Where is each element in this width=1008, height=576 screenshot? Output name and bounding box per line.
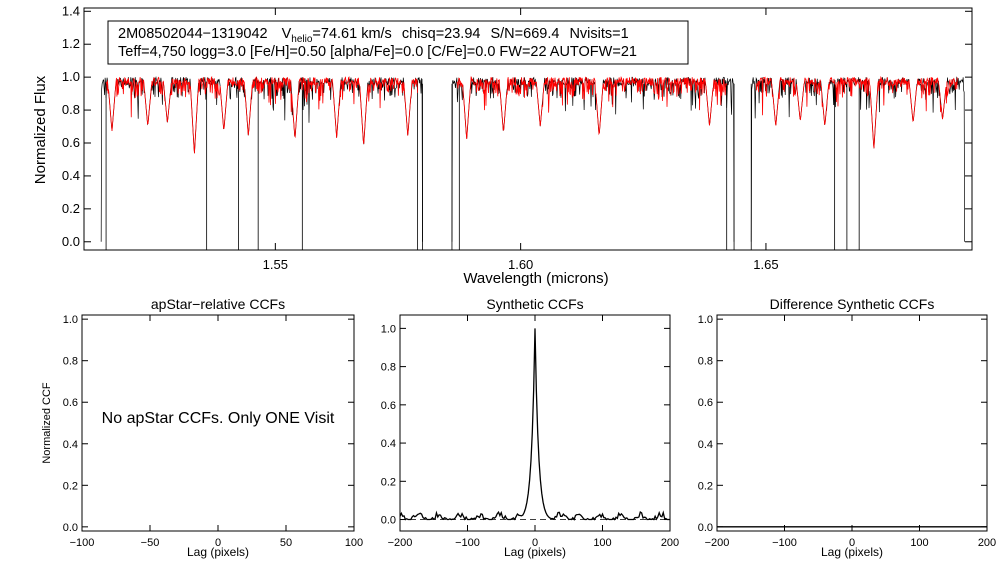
- synthetic-ccf-xtick-label: 100: [593, 537, 611, 549]
- synthetic-ccf-ytick-label: 0.6: [381, 400, 396, 412]
- spectrum-ytick-label: 0.8: [62, 102, 80, 117]
- info-params: Teff=4,750 logg=3.0 [Fe/H]=0.50 [alpha/F…: [118, 44, 637, 60]
- spectrum-ytick-label: 0.4: [62, 168, 80, 183]
- synthetic-ccf-xtick-label: 200: [661, 537, 679, 549]
- apstar-ccf-xtick-label: 0: [215, 537, 221, 549]
- info-vhelio: =74.61 km/s: [312, 26, 391, 42]
- difference-ccf-x-label: Lag (pixels): [821, 545, 883, 559]
- synthetic-ccf-ticks: −200 −100 0 100 200 0.0 0.2 0.4 0.6 0.8 1.0: [381, 315, 679, 549]
- spectrum-info-box: [107, 20, 689, 65]
- difference-ccf-ytick-label: 0.8: [698, 356, 713, 368]
- difference-ccf-ytick-label: 0.4: [698, 439, 713, 451]
- difference-ccf-xtick-label: 200: [978, 537, 996, 549]
- synthetic-ccf-xtick-label: −200: [388, 537, 413, 549]
- spectrum-xtick-label: 1.60: [508, 257, 533, 272]
- spectrum-ytick-label: 0.6: [62, 135, 80, 150]
- apstar-ccf-ytick-label: 0.8: [63, 356, 78, 368]
- synthetic-ccf-series: [399, 328, 670, 521]
- apstar-ccf-ytick-label: 0.0: [63, 522, 78, 534]
- synthetic-ccf-ytick-label: 0.8: [381, 362, 396, 374]
- model-spectrum-line: [755, 75, 958, 149]
- model-spectrum-line: [105, 75, 419, 154]
- difference-ccf-ytick-label: 1.0: [698, 314, 713, 326]
- spectrum-xtick-label: 1.65: [753, 257, 778, 272]
- spectrum-xtick-label: 1.55: [263, 257, 288, 272]
- spectrum-panel: 1.55 1.60 1.65 0.0 0.2 0.4 0.6 0.8 1.0 1.2 1.4 2M0…: [32, 3, 973, 287]
- synthetic-ccf-panel: −200 −100 0 100 200 0.0 0.2 0.4 0.6 0.8 1.0 Synthe…: [381, 296, 679, 559]
- apstar-ccf-ytick-label: 0.6: [63, 397, 78, 409]
- spectrum-ytick-label: 1.0: [62, 69, 80, 84]
- difference-ccf-title: Difference Synthetic CCFs: [770, 296, 935, 312]
- info-object: 2M08502044−1319042: [118, 26, 268, 42]
- model-spectrum-line: [456, 75, 728, 139]
- difference-ccf-xtick-label: 100: [910, 537, 928, 549]
- spectrum-plot-frame: [83, 7, 973, 251]
- difference-ccf-ytick-label: 0.2: [698, 480, 713, 492]
- observed-spectrum-line: [100, 76, 423, 242]
- apstar-ccf-y-label: Normalized CCF: [41, 382, 53, 464]
- difference-ccf-ytick-label: 0.0: [698, 522, 713, 534]
- apstar-ccf-xtick-label: −50: [141, 537, 160, 549]
- difference-ccf-panel: −200 −100 0 100 200 0.0 0.2 0.4 0.6 0.8 1.0 Differ…: [698, 296, 996, 559]
- synthetic-ccf-x-label: Lag (pixels): [504, 545, 566, 559]
- apstar-ccf-ytick-label: 1.0: [63, 314, 78, 326]
- apstar-ccf-x-label: Lag (pixels): [187, 545, 249, 559]
- difference-ccf-xtick-label: −200: [705, 537, 730, 549]
- observed-spectrum-line: [750, 76, 965, 242]
- info-v-sub: helio: [291, 34, 313, 45]
- apstar-ccf-xtick-label: 100: [345, 537, 363, 549]
- synthetic-ccf-xtick-label: 0: [532, 537, 538, 549]
- spectrum-y-label: Normalized Flux: [32, 75, 49, 184]
- apstar-ccf-ticks: −100 −50 0 50 100 0.0 0.2 0.4 0.6 0.8 1.0: [63, 314, 363, 549]
- synthetic-ccf-ytick-label: 0.4: [381, 438, 396, 450]
- spectrum-x-label: Wavelength (microns): [463, 270, 608, 287]
- spectrum-ytick-label: 0.2: [62, 201, 80, 216]
- spectrum-ticks: 1.55 1.60 1.65 0.0 0.2 0.4 0.6 0.8 1.0 1.2 1.4: [62, 3, 972, 272]
- synthetic-ccf-xtick-label: −100: [455, 537, 480, 549]
- difference-ccf-ticks: −200 −100 0 100 200 0.0 0.2 0.4 0.6 0.8 1.0: [698, 314, 996, 549]
- info-nvisits: Nvisits=1: [569, 26, 628, 42]
- synthetic-ccf-title: Synthetic CCFs: [486, 296, 583, 312]
- spectrum-ytick-label: 1.2: [62, 36, 80, 51]
- synthetic-ccf-ytick-label: 1.0: [381, 323, 396, 335]
- spectrum-ytick-label: 0.0: [62, 234, 80, 249]
- synthetic-ccf-ytick-label: 0.0: [381, 515, 396, 527]
- difference-ccf-ytick-label: 0.6: [698, 397, 713, 409]
- info-chisq: chisq=23.94: [402, 26, 481, 42]
- apstar-ccf-xtick-label: −100: [70, 537, 95, 549]
- spectrum-series: [100, 75, 965, 250]
- apstar-ccf-title: apStar−relative CCFs: [151, 296, 285, 312]
- synthetic-ccf-ytick-label: 0.2: [381, 476, 396, 488]
- apstar-ccf-panel: −100 −50 0 50 100 0.0 0.2 0.4 0.6 0.8 1.0 apStar−r…: [41, 296, 363, 559]
- apstar-ccf-ytick-label: 0.2: [63, 480, 78, 492]
- apstar-ccf-ytick-label: 0.4: [63, 439, 78, 451]
- info-v: V: [282, 26, 292, 42]
- observed-spectrum-line: [451, 76, 735, 242]
- apstar-ccf-annotation: No apStar CCFs. Only ONE Visit: [102, 410, 335, 427]
- spectrum-info-line1: 2M08502044−1319042 Vhelio=74.61 km/s chi…: [118, 26, 629, 45]
- difference-ccf-xtick-label: −100: [772, 537, 797, 549]
- spectrum-ytick-label: 1.4: [62, 3, 80, 18]
- apstar-ccf-xtick-label: 50: [280, 537, 292, 549]
- synthetic-ccf-line: [399, 328, 670, 521]
- difference-ccf-xtick-label: 0: [849, 537, 855, 549]
- info-snr: S/N=669.4: [490, 26, 559, 42]
- difference-ccf-plot-frame: [716, 314, 988, 532]
